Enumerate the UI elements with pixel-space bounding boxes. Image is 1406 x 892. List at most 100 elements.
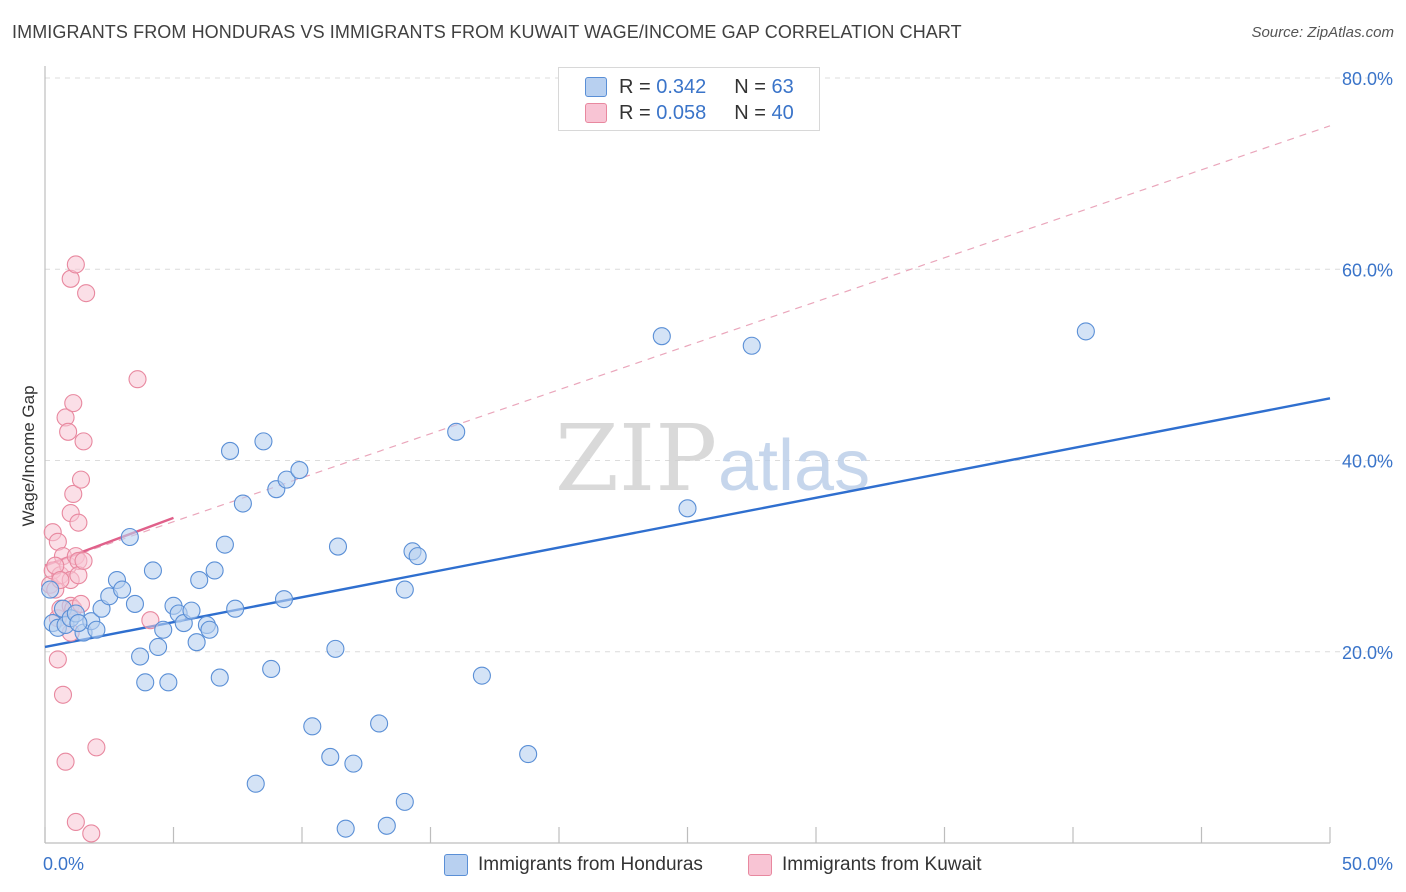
honduras-point-47 bbox=[344, 754, 363, 773]
honduras-point-32 bbox=[220, 441, 240, 460]
honduras-point-24 bbox=[182, 601, 201, 620]
legend-r-label: R = bbox=[619, 75, 651, 98]
honduras-point-36 bbox=[254, 432, 273, 451]
y-tick-label-40: 40.0% bbox=[1342, 452, 1393, 472]
kuwait-point-34 bbox=[87, 738, 106, 757]
bottom-swatch-honduras bbox=[444, 854, 468, 876]
watermark: ZIP atlas bbox=[555, 405, 870, 512]
honduras-point-29 bbox=[205, 561, 224, 580]
honduras-point-14 bbox=[125, 594, 144, 613]
legend-n-value-kuwait: 40 bbox=[771, 101, 794, 124]
legend-n-label: N = bbox=[734, 75, 766, 98]
y-tick-label-60: 60.0% bbox=[1342, 260, 1393, 280]
legend-swatch-kuwait bbox=[585, 103, 607, 123]
y-tick-label-20: 20.0% bbox=[1342, 643, 1393, 663]
honduras-point-30 bbox=[210, 668, 229, 687]
x-tick-label-50: 50.0% bbox=[1342, 854, 1393, 874]
chart-title: IMMIGRANTS FROM HONDURAS VS IMMIGRANTS F… bbox=[12, 22, 962, 42]
kuwait-points bbox=[41, 255, 160, 843]
honduras-point-60 bbox=[1076, 322, 1095, 341]
legend-swatch-honduras bbox=[585, 77, 607, 97]
honduras-point-15 bbox=[131, 647, 150, 666]
legend-row-kuwait: R = 0.058 N = 40 bbox=[559, 100, 794, 126]
honduras-point-45 bbox=[328, 537, 348, 556]
honduras-point-26 bbox=[190, 570, 209, 590]
legend-n-label: N = bbox=[734, 101, 766, 124]
bottom-swatch-kuwait bbox=[748, 854, 772, 876]
trend-layer bbox=[44, 125, 1331, 649]
legend-n-value-honduras: 63 bbox=[771, 75, 794, 98]
kuwait-point-33 bbox=[82, 824, 101, 843]
honduras-point-54 bbox=[447, 422, 466, 441]
kuwait-point-27 bbox=[69, 513, 88, 532]
honduras-point-59 bbox=[742, 336, 761, 355]
honduras-point-42 bbox=[303, 717, 322, 736]
honduras-point-16 bbox=[136, 673, 155, 692]
honduras-point-31 bbox=[215, 535, 234, 554]
kuwait-point-23 bbox=[66, 812, 85, 832]
honduras-point-35 bbox=[246, 774, 265, 793]
legend-r-value-honduras: 0.342 bbox=[656, 75, 707, 98]
honduras-point-43 bbox=[321, 747, 340, 766]
x-tick-label-0: 0.0% bbox=[43, 854, 84, 874]
honduras-point-34 bbox=[233, 494, 252, 513]
honduras-point-41 bbox=[290, 461, 309, 480]
kuwait-point-31 bbox=[74, 432, 93, 451]
honduras-point-50 bbox=[395, 792, 414, 811]
honduras-point-40 bbox=[277, 470, 296, 489]
honduras-point-53 bbox=[408, 547, 427, 566]
watermark-atlas: atlas bbox=[718, 426, 870, 506]
bottom-legend-honduras: Immigrants from Honduras bbox=[444, 852, 703, 878]
kuwait-point-35 bbox=[74, 551, 93, 570]
honduras-point-33 bbox=[226, 599, 245, 618]
honduras-point-58 bbox=[678, 499, 697, 518]
honduras-points bbox=[41, 322, 1095, 838]
honduras-point-18 bbox=[149, 637, 168, 657]
kuwait-point-21 bbox=[64, 394, 83, 413]
bottom-legend-label-kuwait: Immigrants from Kuwait bbox=[782, 854, 982, 875]
kuwait-point-12 bbox=[56, 752, 75, 771]
kuwait-point-10 bbox=[53, 685, 73, 704]
honduras-point-56 bbox=[519, 745, 538, 764]
grid-layer bbox=[45, 77, 1392, 653]
honduras-point-48 bbox=[370, 714, 389, 733]
axis-layer: 20.0% 40.0% 60.0% 80.0% 0.0% 50.0% bbox=[43, 66, 1393, 874]
trend-line-honduras bbox=[44, 397, 1331, 649]
y-axis-label: Wage/Income Gap bbox=[19, 385, 38, 526]
bottom-legend-kuwait: Immigrants from Kuwait bbox=[748, 852, 982, 878]
kuwait-point-37 bbox=[141, 611, 160, 630]
source-label: Source: ZipAtlas.com bbox=[1251, 24, 1394, 41]
honduras-point-55 bbox=[472, 666, 491, 685]
honduras-point-57 bbox=[652, 327, 671, 346]
watermark-zip: ZIP bbox=[555, 405, 717, 512]
y-tick-label-80: 80.0% bbox=[1342, 69, 1393, 89]
honduras-point-8 bbox=[87, 620, 106, 639]
legend-r-label: R = bbox=[619, 101, 651, 124]
honduras-point-51 bbox=[395, 580, 414, 599]
kuwait-point-20 bbox=[64, 484, 83, 504]
bottom-legend-label-honduras: Immigrants from Honduras bbox=[478, 854, 703, 875]
legend-box: R = 0.342 N = 63 R = 0.058 N = 40 bbox=[558, 67, 820, 131]
honduras-point-17 bbox=[143, 561, 162, 580]
kuwait-point-6 bbox=[48, 650, 67, 669]
honduras-point-46 bbox=[336, 819, 355, 838]
kuwait-point-36 bbox=[128, 370, 147, 389]
honduras-point-20 bbox=[159, 673, 178, 692]
honduras-point-13 bbox=[120, 527, 139, 547]
kuwait-point-24 bbox=[66, 255, 85, 274]
honduras-point-37 bbox=[262, 659, 281, 679]
honduras-point-28 bbox=[200, 620, 219, 639]
kuwait-point-32 bbox=[77, 284, 96, 303]
honduras-point-39 bbox=[274, 590, 294, 609]
legend-r-value-kuwait: 0.058 bbox=[656, 101, 707, 124]
honduras-point-61 bbox=[41, 580, 60, 599]
kuwait-point-14 bbox=[59, 422, 78, 441]
honduras-point-49 bbox=[377, 816, 396, 835]
honduras-point-62 bbox=[69, 614, 88, 633]
honduras-point-19 bbox=[154, 620, 173, 639]
legend-row-honduras: R = 0.342 N = 63 bbox=[559, 74, 794, 100]
kuwait-point-30 bbox=[71, 470, 91, 489]
honduras-point-25 bbox=[187, 633, 206, 652]
honduras-point-44 bbox=[326, 639, 345, 658]
